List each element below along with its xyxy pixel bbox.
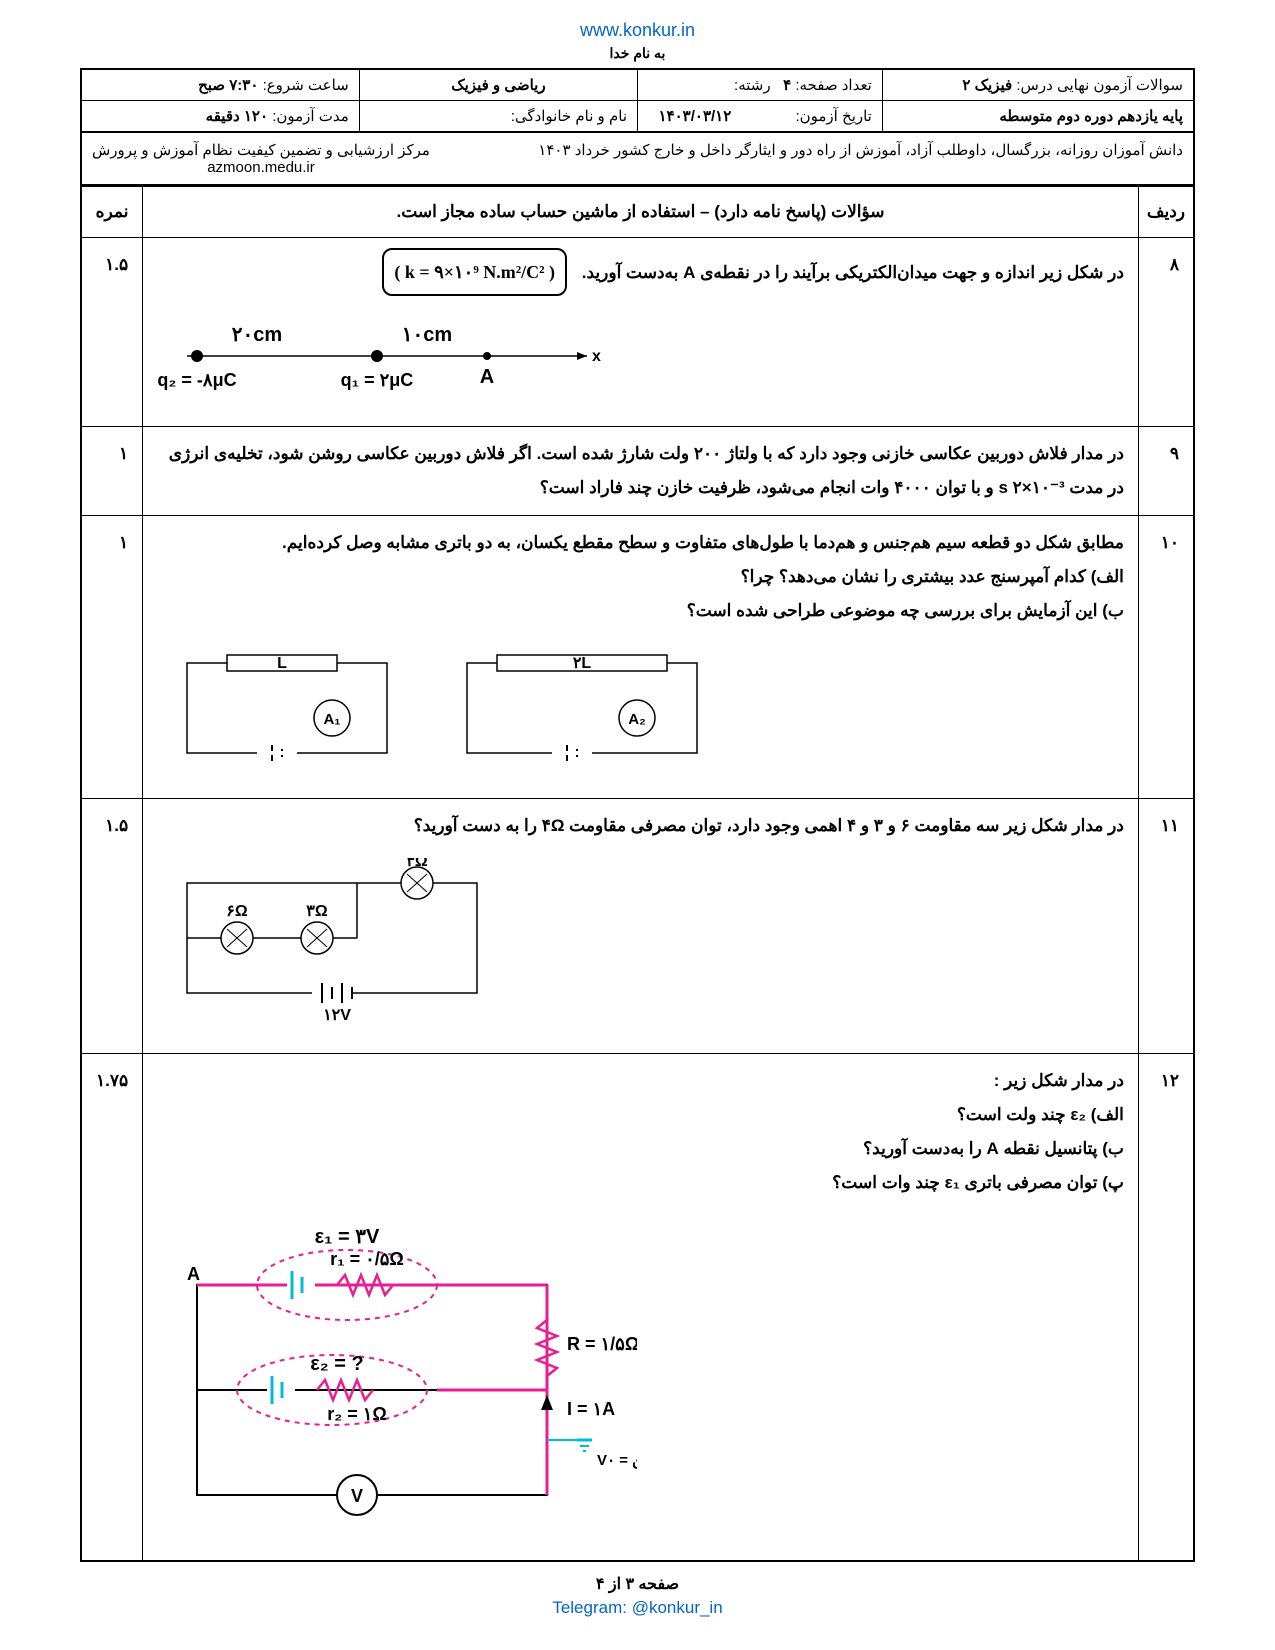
q10-text: مطابق شکل دو قطعه سیم هم‌جنس و هم‌دما با… <box>157 526 1124 560</box>
svg-text:۲۰cm: ۲۰cm <box>232 324 282 346</box>
svg-text:ε₁ = ۳V: ε₁ = ۳V <box>315 1226 380 1248</box>
svg-text:A₁: A₁ <box>324 711 341 728</box>
questions-table: ردیف سؤالات (پاسخ نامه دارد) – استفاده ا… <box>80 186 1195 1562</box>
start-label: ساعت شروع: <box>263 77 349 94</box>
q9-text: در مدار فلاش دوربین عکاسی خازنی وجود دار… <box>143 427 1139 516</box>
svg-text:۴Ω: ۴Ω <box>406 858 428 870</box>
page-footer: صفحه ۳ از ۴ <box>80 1574 1195 1594</box>
info-left2: azmoon.medu.ir <box>92 159 430 176</box>
q11-score: ۱.۵ <box>81 799 143 1054</box>
svg-text:Vزمین = ۰: Vزمین = ۰ <box>597 1452 637 1469</box>
exam-label: سوالات آزمون نهایی درس: <box>1016 77 1183 94</box>
q12-score: ۱.۷۵ <box>81 1054 143 1562</box>
date-value: ۱۴۰۳/۰۳/۱۲ <box>659 108 732 125</box>
question-9: ۹ در مدار فلاش دوربین عکاسی خازنی وجود د… <box>81 427 1194 516</box>
q11-text: در مدار شکل زیر سه مقاومت ۶ و ۳ و ۴ اهمی… <box>157 809 1124 843</box>
question-8: ۸ در شکل زیر اندازه و جهت میدان‌الکتریکی… <box>81 238 1194 427</box>
exam-header: سوالات آزمون نهایی درس: فیزیک ۲ تعداد صف… <box>80 68 1195 133</box>
duration-label: مدت آزمون: <box>272 108 349 125</box>
q8-diagram: x ۲۰cm ۱۰cm q₂ = -۸μC q₁ = ۲μC A <box>157 311 1124 401</box>
q10-b: ب) این آزمایش برای بررسی چه موضوعی طراحی… <box>157 594 1124 628</box>
svg-text:۱۲V: ۱۲V <box>323 1007 351 1024</box>
name-label: نام و نام خانوادگی: <box>359 101 637 133</box>
q12-text: در مدار شکل زیر : <box>157 1064 1124 1098</box>
field-label: رشته: <box>734 77 771 94</box>
field-value: ریاضی و فیزیک <box>359 69 637 101</box>
q8-formula: k = ۹×۱۰⁹ N.m²/C² <box>405 262 545 282</box>
col-row-header: ردیف <box>1138 187 1194 238</box>
duration-value: ۱۲۰ دقیقه <box>206 108 268 125</box>
question-11: ۱۱ در مدار شکل زیر سه مقاومت ۶ و ۳ و ۴ ا… <box>81 799 1194 1054</box>
svg-text:A₂: A₂ <box>628 711 646 728</box>
svg-text:۶Ω: ۶Ω <box>226 903 248 920</box>
pages-value: ۴ <box>783 77 791 94</box>
q8-num: ۸ <box>1138 238 1194 427</box>
svg-text:V: V <box>351 1486 363 1506</box>
q11-num: ۱۱ <box>1138 799 1194 1054</box>
svg-text:۱۰cm: ۱۰cm <box>402 324 452 346</box>
telegram-link: Telegram: @konkur_in <box>80 1598 1195 1618</box>
svg-text:q₁ = ۲μC: q₁ = ۲μC <box>341 370 414 390</box>
info-right: دانش آموزان روزانه، بزرگسال، داوطلب آزاد… <box>538 141 1183 176</box>
q12-c: پ) توان مصرفی باتری ε₁ چند وات است؟ <box>157 1166 1124 1200</box>
question-12: ۱۲ در مدار شکل زیر : الف) ε₂ چند ولت است… <box>81 1054 1194 1562</box>
svg-text:I = ۱A: I = ۱A <box>567 1399 615 1419</box>
q8-score: ۱.۵ <box>81 238 143 427</box>
start-value: ۷:۳۰ صبح <box>198 77 258 94</box>
question-10: ۱۰ مطابق شکل دو قطعه سیم هم‌جنس و هم‌دما… <box>81 516 1194 799</box>
info-bar: دانش آموزان روزانه، بزرگسال، داوطلب آزاد… <box>80 133 1195 186</box>
svg-text:r₁ = ۰/۵Ω: r₁ = ۰/۵Ω <box>330 1249 404 1269</box>
info-left1: مرکز ارزشیابی و تضمین کیفیت نظام آموزش و… <box>92 141 430 159</box>
svg-text:R = ۱/۵Ω: R = ۱/۵Ω <box>567 1334 637 1354</box>
q10-diagram: L A₁ ۲L A₂ <box>157 643 1124 773</box>
svg-text:r₂ = ۱Ω: r₂ = ۱Ω <box>327 1404 387 1424</box>
svg-text:۲L: ۲L <box>573 655 592 672</box>
svg-text:A: A <box>187 1264 200 1284</box>
bismillah: به نام خدا <box>80 45 1195 62</box>
col-question-header: سؤالات (پاسخ نامه دارد) – استفاده از ماش… <box>143 187 1139 238</box>
svg-text:L: L <box>277 655 287 672</box>
q11-diagram: ۴Ω ۶Ω ۳Ω ۱۲V <box>157 858 1124 1028</box>
q9-score: ۱ <box>81 427 143 516</box>
svg-text:A: A <box>480 366 494 388</box>
q8-text: در شکل زیر اندازه و جهت میدان‌الکتریکی ب… <box>582 263 1124 282</box>
q10-num: ۱۰ <box>1138 516 1194 799</box>
date-label: تاریخ آزمون: <box>795 108 871 125</box>
svg-text:x: x <box>592 348 601 365</box>
q12-diagram: ε₁ = ۳V r₁ = ۰/۵Ω ε₂ = ? r₂ = ۱Ω R = ۱/۵… <box>157 1215 1124 1535</box>
q12-a: الف) ε₂ چند ولت است؟ <box>157 1098 1124 1132</box>
svg-text:۳Ω: ۳Ω <box>306 903 328 920</box>
q9-num: ۹ <box>1138 427 1194 516</box>
q10-score: ۱ <box>81 516 143 799</box>
svg-text:q₂ = -۸μC: q₂ = -۸μC <box>158 370 237 390</box>
pages-label: تعداد صفحه: <box>795 77 872 94</box>
grade: پایه یازدهم دوره دوم متوسطه <box>882 101 1194 133</box>
col-score-header: نمره <box>81 187 143 238</box>
q12-b: ب) پتانسیل نقطه A را به‌دست آورید؟ <box>157 1132 1124 1166</box>
top-url: www.konkur.in <box>80 20 1195 41</box>
q10-a: الف) کدام آمپرسنج عدد بیشتری را نشان می‌… <box>157 560 1124 594</box>
q12-num: ۱۲ <box>1138 1054 1194 1562</box>
svg-text:ε₂ = ?: ε₂ = ? <box>310 1353 363 1375</box>
exam-value: فیزیک ۲ <box>962 77 1012 94</box>
